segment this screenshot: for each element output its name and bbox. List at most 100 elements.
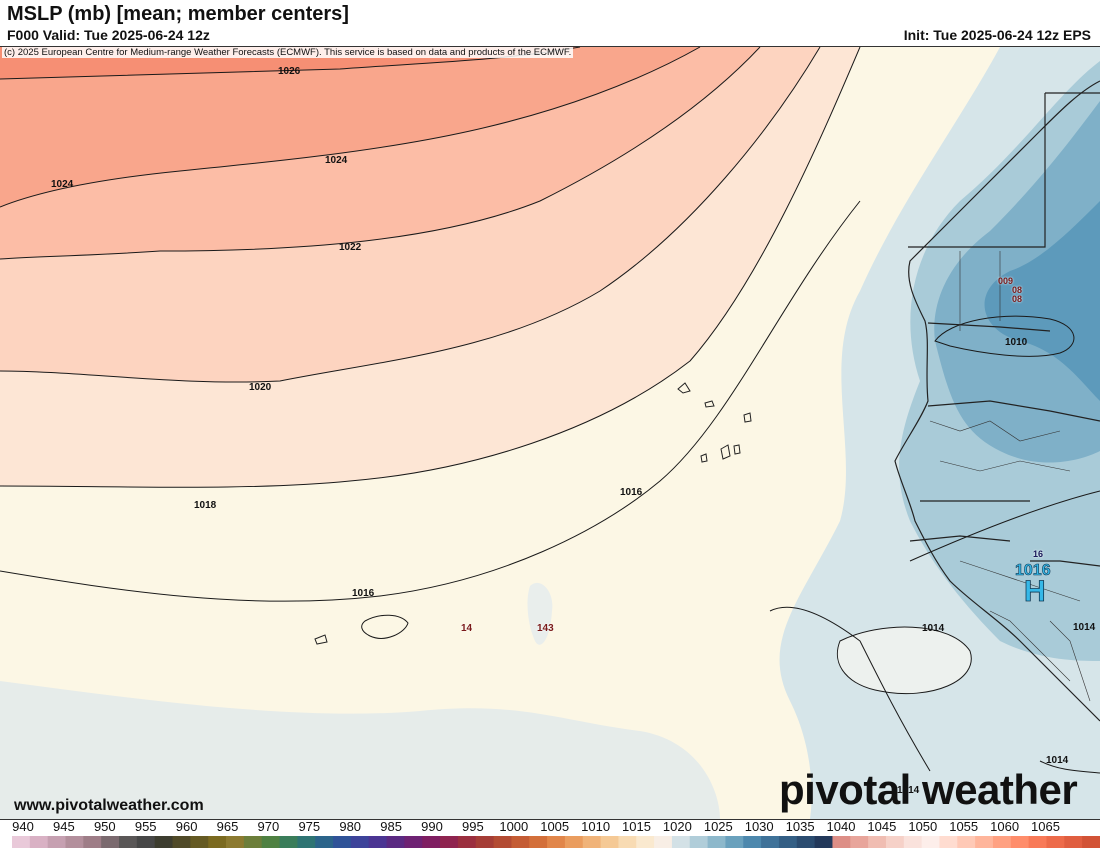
- colorbar-swatch: [297, 836, 316, 848]
- colorbar-swatch: [29, 836, 49, 848]
- colorbar-swatch: [65, 836, 84, 848]
- colorbar-swatch: [814, 836, 833, 848]
- colorbar-swatch: [279, 836, 298, 848]
- colorbar-swatch: [333, 836, 352, 848]
- colorbar-swatch: [154, 836, 174, 848]
- colorbar-tick-label: 1015: [622, 819, 651, 834]
- colorbar-tick-label: 1045: [867, 819, 897, 834]
- colorbar-swatch: [119, 836, 138, 848]
- colorbar-tick-label: 975: [298, 819, 321, 834]
- isobar-label: 1018: [194, 500, 217, 511]
- isobar-label: 1016: [352, 588, 375, 599]
- member-center-label: 143: [537, 623, 554, 634]
- band-lower-1014: [0, 681, 720, 819]
- colorbar-swatch: [600, 836, 619, 848]
- colorbar-swatch: [457, 836, 477, 848]
- isobar-label: 1020: [249, 382, 272, 393]
- band-1024: [0, 47, 700, 207]
- colorbar-swatch: [172, 836, 191, 848]
- isobar-label: 1014: [922, 623, 945, 634]
- colorbar-swatch: [243, 836, 263, 848]
- colorbar-tick-label: 1030: [744, 819, 774, 834]
- colorbar-swatch: [868, 836, 887, 848]
- colorbar-swatch: [1064, 836, 1083, 848]
- colorbar-tick-label: 945: [53, 819, 75, 834]
- colorbar-tick-label: 985: [380, 819, 402, 834]
- colorbar-swatch: [778, 836, 798, 848]
- colorbar-swatch: [136, 836, 156, 848]
- init-time: Init: Tue 2025-06-24 12z EPS: [903, 27, 1091, 43]
- colorbar-tick-label: 955: [134, 819, 157, 834]
- colorbar-tick-label: 970: [257, 819, 280, 834]
- colorbar-swatch: [618, 836, 637, 848]
- map-canvas: [0, 47, 1100, 819]
- high-center-value: 1016: [1015, 562, 1051, 580]
- colorbar-tick-label: 1040: [826, 819, 856, 834]
- colorbar-swatch: [850, 836, 869, 848]
- colorbar-swatch: [101, 836, 120, 848]
- member-center-label: 08: [1012, 294, 1023, 304]
- colorbar-swatch: [422, 836, 441, 848]
- colorbar-tick-label: 1065: [1031, 819, 1060, 834]
- colorbar-swatch: [261, 836, 281, 848]
- member-center-label: 14: [461, 623, 473, 634]
- header: MSLP (mb) [mean; member centers] F000 Va…: [0, 0, 1100, 46]
- member-center-label: 009: [998, 276, 1014, 286]
- colorbar-swatch: [975, 836, 994, 848]
- colorbar-swatch: [47, 836, 67, 848]
- isobar-label: 1026: [278, 66, 301, 77]
- colorbar-swatch: [1010, 836, 1030, 848]
- colorbar-swatch: [707, 836, 726, 848]
- colorbar-swatch: [671, 836, 691, 848]
- colorbar-swatch: [83, 836, 102, 848]
- isobar-label: 1024: [325, 155, 348, 166]
- colorbar-tick-labels: 940 945 950 955 960 965 970 975 980 985 990 995 1000…: [0, 819, 1100, 835]
- colorbar-swatch: [547, 836, 566, 848]
- colorbar-tick-label: 965: [216, 819, 239, 834]
- isobar-label: 1014: [1046, 755, 1069, 766]
- colorbar-swatch: [226, 836, 245, 848]
- colorbar-tick-label: 1060: [990, 819, 1020, 834]
- colorbar-tick-label: 995: [462, 819, 484, 834]
- isobar-label: 1016: [620, 487, 643, 498]
- colorbar-tick-label: 960: [175, 819, 198, 834]
- site-url[interactable]: www.pivotalweather.com: [14, 797, 204, 814]
- isobar-label: 1024: [51, 179, 74, 190]
- colorbar-swatch: [921, 836, 940, 848]
- colorbar-tick-label: 1000: [499, 819, 529, 834]
- colorbar-tick-label: 1005: [540, 819, 570, 834]
- colorbar-tick-label: 940: [12, 819, 34, 834]
- map-title: MSLP (mb) [mean; member centers]: [7, 3, 349, 25]
- colorbar-swatch: [208, 836, 227, 848]
- colorbar-swatch: [885, 836, 905, 848]
- colorbar: [12, 836, 1100, 848]
- colorbar-tick-label: 1050: [908, 819, 938, 834]
- colorbar-swatch: [582, 836, 602, 848]
- colorbar-swatch: [493, 836, 512, 848]
- colorbar-swatch: [386, 836, 405, 848]
- colorbar-swatch: [368, 836, 388, 848]
- colorbar-tick-label: 1055: [949, 819, 979, 834]
- colorbar-swatch: [939, 836, 958, 848]
- colorbar-swatch: [761, 836, 780, 848]
- colorbar-swatch: [529, 836, 548, 848]
- colorbar-swatch: [1028, 836, 1047, 848]
- pressure-map: 1026 1024 1024 1022 1020 1018 1016 1016 …: [0, 46, 1100, 820]
- colorbar-swatch: [796, 836, 816, 848]
- colorbar-tick-label: 1035: [785, 819, 815, 834]
- colorbar-swatch: [957, 836, 976, 848]
- colorbar-swatch: [350, 836, 370, 848]
- colorbar-tick-label: 1010: [581, 819, 611, 834]
- colorbar-swatch: [564, 836, 584, 848]
- high-center-letter: H: [1024, 575, 1046, 609]
- isobar-label: 1022: [339, 242, 362, 253]
- valid-time: F000 Valid: Tue 2025-06-24 12z: [7, 27, 210, 43]
- copyright-notice: (c) 2025 European Centre for Medium-rang…: [2, 47, 574, 58]
- admin-borders: [929, 251, 1091, 702]
- colorbar-tick-label: 1020: [662, 819, 692, 834]
- coastlines: [894, 80, 1100, 722]
- cape-verde-islands: [314, 382, 752, 645]
- colorbar-swatch: [440, 836, 459, 848]
- colorbar-swatch: [190, 836, 209, 848]
- member-center-label: 16: [1033, 549, 1044, 559]
